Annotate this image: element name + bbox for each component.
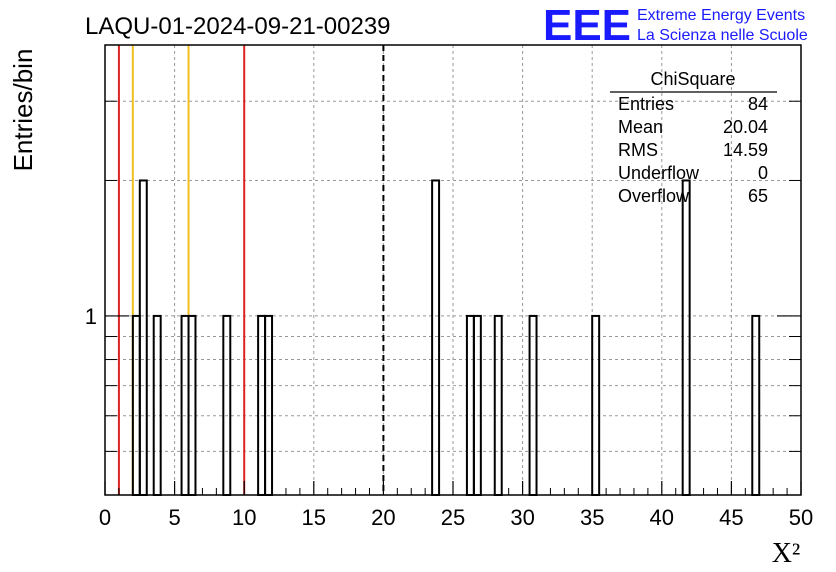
logo-line-2: La Scienza nelle Scuole [637,27,808,44]
histogram-bin [465,314,475,496]
histogram-bins [131,179,761,496]
histogram-bin [152,314,162,496]
x-tick-label: 30 [510,505,534,530]
tick-labels: 0 5 10 15 20 25 30 35 40 45 50 1 [85,304,813,530]
stats-underflow-label: Underflow [618,163,700,183]
x-tick-label: 35 [580,505,604,530]
x-tick-label: 25 [441,505,465,530]
histogram-bin [222,314,232,496]
x-tick-label: 40 [650,505,674,530]
x-tick-label: 10 [232,505,256,530]
stats-title: ChiSquare [650,69,735,89]
x-tick-label: 50 [789,505,813,530]
histogram-bin [751,314,761,496]
y-tick-label: 1 [85,304,97,329]
stats-mean-value: 20.04 [723,117,768,137]
grid-lines [105,45,801,495]
x-tick-label: 15 [302,505,326,530]
stats-rms-label: RMS [618,140,658,160]
histogram-bin [131,314,141,496]
stats-rms-value: 14.59 [723,140,768,160]
x-tick-label: 0 [99,505,111,530]
run-title: LAQU-01-2024-09-21-00239 [85,13,391,40]
stats-mean-label: Mean [618,117,663,137]
stats-underflow-value: 0 [758,163,768,183]
histogram-bin [591,314,601,496]
x-tick-label: 20 [371,505,395,530]
histogram-bin [180,314,190,496]
x-axis-title: X² [772,538,801,569]
y-axis-title: Entries/bin [8,49,38,172]
histogram-bin [431,179,441,496]
stats-entries-label: Entries [618,94,674,114]
logo-line-1: Extreme Energy Events [637,7,805,24]
histogram-bin [681,179,691,496]
histogram-bin [138,179,148,496]
stats-entries-value: 84 [748,94,768,114]
histogram-bin [472,314,482,496]
x-tick-label: 5 [168,505,180,530]
stats-box: ChiSquare Entries 84 Mean 20.04 RMS 14.5… [610,69,777,206]
stats-overflow-label: Overflow [618,186,690,206]
histogram-bin [187,314,197,496]
histogram-bin [264,314,274,496]
x-tick-label: 45 [719,505,743,530]
reference-lines [117,45,385,495]
histogram-bin [528,314,538,496]
stats-overflow-value: 65 [748,186,768,206]
histogram-bin [257,314,267,496]
eee-logo: EEE [543,1,631,50]
axis-ticks [104,100,802,495]
histogram-bin [493,314,503,496]
